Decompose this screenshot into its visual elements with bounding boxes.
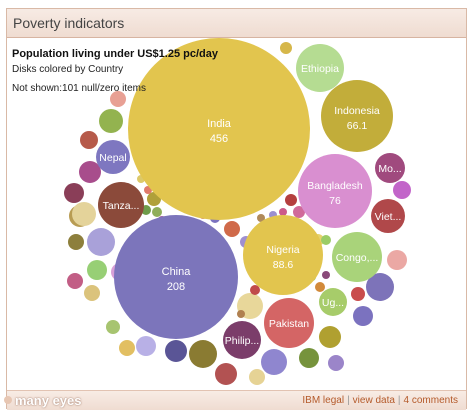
small-bubble[interactable] [106, 320, 120, 334]
bubble-congo[interactable] [332, 232, 382, 282]
bubble-indonesia[interactable] [321, 80, 393, 152]
bubble-label: India [207, 118, 232, 130]
bubble-label: Indonesia [334, 105, 380, 117]
small-bubble[interactable] [136, 336, 156, 356]
small-bubble[interactable] [99, 109, 123, 133]
bubble-viet[interactable] [371, 199, 405, 233]
bubble-label: Mo... [378, 163, 401, 175]
bubble-philip[interactable] [223, 321, 261, 359]
small-bubble[interactable] [79, 161, 101, 183]
small-bubble[interactable] [293, 206, 305, 218]
link-separator: | [397, 395, 401, 406]
many-eyes-logo[interactable]: many eyes [15, 393, 82, 408]
small-bubble[interactable] [80, 131, 98, 149]
small-bubble[interactable] [322, 271, 330, 279]
bubble-label: Viet... [375, 211, 402, 223]
bubble-label: Tanza... [103, 200, 140, 212]
small-bubble[interactable] [224, 221, 240, 237]
widget-footer: many eyes IBM legal | view data | 4 comments [4, 390, 466, 410]
bubble-india[interactable] [128, 38, 310, 220]
small-bubble[interactable] [353, 306, 373, 326]
bubble-ethiopia[interactable] [296, 44, 344, 92]
small-bubble[interactable] [165, 340, 187, 362]
bubble-chart: India 456 China 208 Nigeria 88.6 Bangladesh 76 I… [64, 38, 411, 385]
small-bubble[interactable] [280, 42, 292, 54]
bubble-label: Nepal [99, 152, 126, 164]
not-shown-note: Not shown:101 null/zero items [12, 83, 146, 94]
footer-links: IBM legal | view data | 4 comments [302, 395, 458, 406]
widget-header: Poverty indicators [7, 9, 466, 38]
bubble-label: Bangladesh [307, 180, 363, 192]
small-bubble[interactable] [72, 202, 96, 226]
bubble-value-label: 456 [210, 133, 228, 145]
bubble-label: Nigeria [266, 244, 299, 256]
link-separator: | [347, 395, 350, 406]
small-bubble[interactable] [257, 214, 265, 222]
page-title: Poverty indicators [13, 15, 125, 31]
small-bubble[interactable] [319, 326, 341, 348]
small-bubble[interactable] [366, 273, 394, 301]
bubble-value-label: 88.6 [273, 259, 294, 271]
small-bubble[interactable] [64, 183, 84, 203]
color-legend-note: Disks colored by Country [12, 64, 124, 75]
small-bubble[interactable] [84, 285, 100, 301]
bubble-label: Ug... [322, 297, 344, 309]
small-bubble[interactable] [119, 340, 135, 356]
small-bubble[interactable] [215, 363, 237, 385]
small-bubble[interactable] [87, 260, 107, 280]
bubble-bangladesh[interactable] [298, 154, 372, 228]
small-bubble[interactable] [110, 91, 126, 107]
small-bubble[interactable] [68, 234, 84, 250]
bubble-nepal[interactable] [96, 140, 130, 174]
small-bubble[interactable] [261, 349, 287, 375]
small-bubble[interactable] [279, 208, 287, 216]
bubble-label: Pakistan [269, 318, 309, 330]
view-data-link[interactable]: view data [352, 395, 395, 406]
small-bubble[interactable] [250, 285, 260, 295]
chart-subtitle: Population living under US$1.25 pc/day [12, 48, 218, 60]
ibm-legal-link[interactable]: IBM legal [302, 395, 345, 406]
bubble-mo[interactable] [375, 153, 405, 183]
bubble-pakistan[interactable] [264, 298, 314, 348]
small-bubble[interactable] [189, 340, 217, 368]
bubble-value-label: 66.1 [347, 120, 368, 132]
bubble-nigeria[interactable] [243, 215, 323, 295]
small-bubble[interactable] [237, 310, 245, 318]
small-bubble[interactable] [67, 273, 83, 289]
small-bubble[interactable] [285, 194, 297, 206]
bubble-label: Philip... [225, 335, 259, 347]
small-bubble[interactable] [387, 250, 407, 270]
bubble-value-label: 76 [329, 195, 341, 207]
small-bubble[interactable] [299, 348, 319, 368]
bubble-tanza[interactable] [98, 182, 144, 228]
small-bubble[interactable] [393, 181, 411, 199]
bubble-china[interactable] [114, 215, 238, 339]
many-eyes-logo-icon [4, 396, 12, 404]
small-bubble[interactable] [152, 207, 162, 217]
bubble-value-label: 208 [167, 281, 185, 293]
small-bubble[interactable] [351, 287, 365, 301]
bubble-label: Congo,... [336, 252, 379, 264]
small-bubble[interactable] [328, 355, 344, 371]
bubble-ug[interactable] [319, 288, 347, 316]
small-bubble[interactable] [249, 369, 265, 385]
small-bubble[interactable] [321, 235, 331, 245]
bubble-label: Ethiopia [301, 63, 339, 75]
bubble-label: China [162, 266, 192, 278]
small-bubble[interactable] [87, 228, 115, 256]
small-bubble[interactable] [315, 282, 325, 292]
comments-link[interactable]: 4 comments [403, 395, 458, 406]
